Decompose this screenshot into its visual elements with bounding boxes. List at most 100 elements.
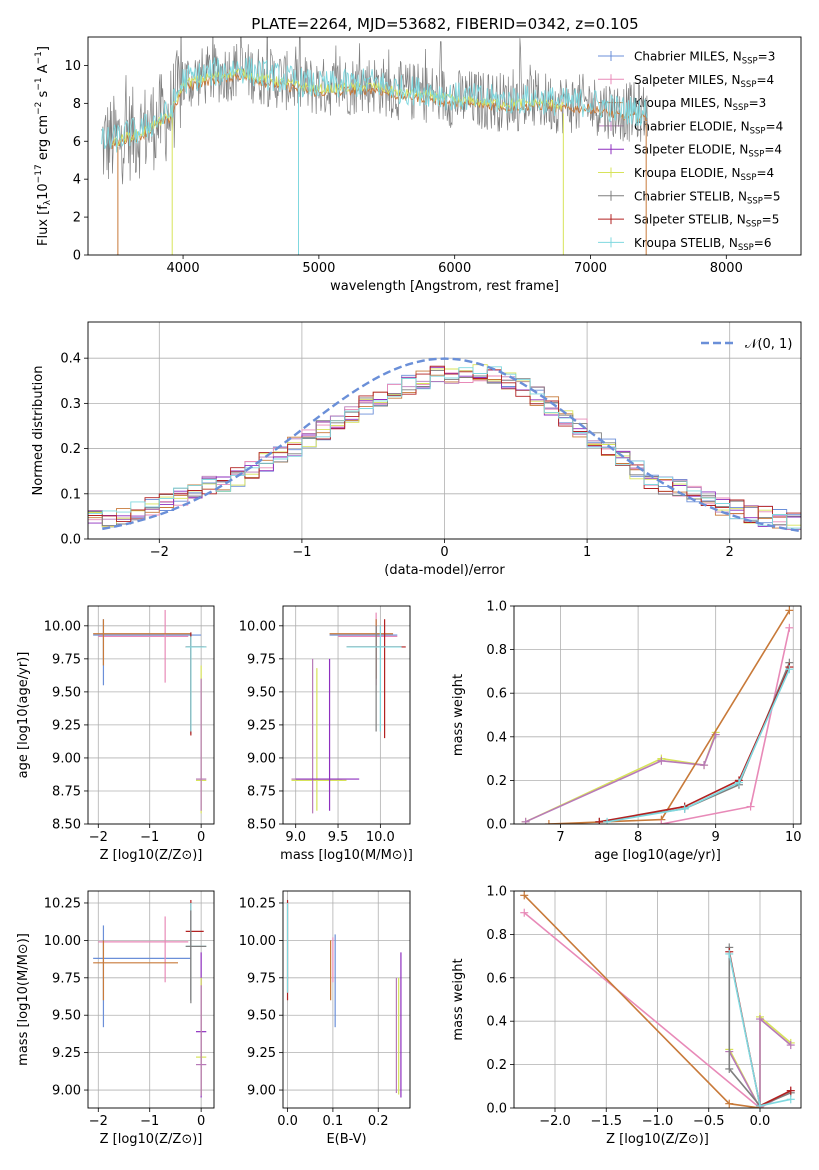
weight-marker xyxy=(786,1041,795,1050)
errorbar-point-chabrier-stelib xyxy=(346,625,402,732)
weight-marker xyxy=(786,1095,795,1104)
observed-spectrum-line xyxy=(101,37,648,185)
y-tick-label: 0.0 xyxy=(60,533,81,548)
y-tick-label: 0.4 xyxy=(486,730,507,745)
x-tick-label: 10.0 xyxy=(366,830,395,845)
weight-line-chabrier-elodie xyxy=(525,734,717,823)
axes-frame xyxy=(513,605,802,825)
x-tick-label: 9.0 xyxy=(285,830,306,845)
weight-marker xyxy=(657,820,666,824)
weight-marker xyxy=(520,908,529,917)
x-tick-label: 10 xyxy=(785,830,802,845)
x-tick-label: 1 xyxy=(583,545,591,560)
weight-lines xyxy=(520,891,795,1108)
x-tick-label: 6000 xyxy=(438,261,471,276)
error-bars xyxy=(93,609,207,814)
axes-frame xyxy=(282,605,411,825)
legend-entry-salpeter-miles: Salpeter MILES, NSSP=4 xyxy=(598,73,774,90)
axes-frame xyxy=(513,890,802,1109)
y-tick-label: 9.25 xyxy=(52,718,81,733)
errorbar-point-salpeter-miles xyxy=(98,916,189,983)
x-axis-label: (data-model)/error xyxy=(384,563,505,578)
y-tick-label: 10.00 xyxy=(44,934,81,949)
y-tick-label: 6 xyxy=(73,135,81,150)
y-tick-label: 9.50 xyxy=(52,1009,81,1024)
histogram-chabrier-elodie xyxy=(88,370,801,530)
y-tick-label: 0.6 xyxy=(486,971,507,986)
weight-marker xyxy=(725,1064,734,1073)
y-tick-label: 10 xyxy=(64,59,81,74)
x-tick-label: 9 xyxy=(712,830,720,845)
panel-age_vs_mass: 9.0 9.5 10.0 8.50 8.75 9.00 9.25 9.50 9.75 10.00 m… xyxy=(239,605,413,863)
y-tick-label: 9.75 xyxy=(52,971,81,986)
y-tick-label: 9.25 xyxy=(247,1046,276,1061)
weight-line-chabrier-stelib xyxy=(728,947,792,1107)
y-tick-label: 9.00 xyxy=(52,751,81,766)
x-axis-label: mass [log10(M/M⊙)] xyxy=(280,848,413,863)
axes-frame xyxy=(87,890,215,1109)
errorbar-point-chabrier-elodie xyxy=(196,985,207,1097)
legend-label: Chabrier ELODIE, NSSP=4 xyxy=(634,119,783,136)
error-bars xyxy=(93,899,207,1098)
y-tick-label: 9.75 xyxy=(52,652,81,667)
legend-label: Salpeter STELIB, NSSP=5 xyxy=(634,213,779,230)
axes-frame xyxy=(87,321,802,540)
y-tick-label: 9.00 xyxy=(247,751,276,766)
panel-residuals: −2 −1 0 1 2 0.0 0.1 0.2 0.3 0.4 (data-model)/error… xyxy=(31,321,802,578)
weight-marker xyxy=(785,606,794,615)
errorbar-point-kroupa-stelib xyxy=(185,636,207,732)
x-tick-label: −0.5 xyxy=(693,1114,725,1129)
spectrum-legend: Chabrier MILES, NSSP=3 Salpeter MILES, NS… xyxy=(598,50,783,253)
legend-label: Chabrier STELIB, NSSP=5 xyxy=(634,189,781,206)
weight-marker xyxy=(603,817,612,824)
errorbar-point-salpeter-miles xyxy=(338,612,398,686)
x-tick-label: −1 xyxy=(140,1114,159,1129)
weight-marker xyxy=(680,804,689,813)
legend-entry-kroupa-stelib: Kroupa STELIB, NSSP=6 xyxy=(598,236,772,253)
panel-weight_vs_age: 7 8 9 10 0.0 0.2 0.4 0.6 0.8 1.0 age [log10(age/yr… xyxy=(451,600,802,864)
y-axis-label: mass weight xyxy=(451,674,466,756)
panel-weight_vs_Z: −2.0 −1.5 −1.0 −0.5 0.0 0.0 0.2 0.4 0.6 0.8 1.0 Z [… xyxy=(451,885,802,1147)
errorbar-point-kroupa-miles xyxy=(329,619,394,679)
weight-marker xyxy=(756,1015,764,1024)
x-axis-label: Z [log10(Z/Z⊙)] xyxy=(100,848,203,863)
y-tick-label: 9.50 xyxy=(52,685,81,700)
y-tick-label: 9.25 xyxy=(52,1046,81,1061)
errorbar-point-chabrier-miles xyxy=(93,619,202,686)
y-tick-label: 8.75 xyxy=(52,784,81,799)
y-tick-label: 9.00 xyxy=(52,1084,81,1099)
x-tick-label: 8000 xyxy=(710,261,743,276)
x-tick-label: 0 xyxy=(440,545,448,560)
weight-line-chabrier-stelib xyxy=(599,662,791,823)
error-bars xyxy=(291,612,406,814)
weight-line-kroupa-miles xyxy=(523,894,761,1108)
weight-marker xyxy=(544,820,553,824)
errorbar-point-kroupa-elodie xyxy=(291,668,347,811)
y-tick-label: 10.00 xyxy=(239,934,276,949)
y-tick-label: 0.6 xyxy=(486,687,507,702)
legend-entry-chabrier-miles: Chabrier MILES, NSSP=3 xyxy=(598,50,775,67)
y-tick-label: 10.00 xyxy=(239,619,276,634)
y-tick-label: 0.8 xyxy=(486,928,507,943)
y-tick-label: 8.50 xyxy=(52,818,81,833)
x-tick-label: 0 xyxy=(197,1114,205,1129)
errorbar-point-kroupa-stelib xyxy=(346,625,402,732)
x-tick-label: 0.1 xyxy=(323,1114,344,1129)
x-tick-label: −2 xyxy=(89,830,108,845)
model-spectrum-kroupa-stelib xyxy=(101,56,648,153)
weight-marker xyxy=(786,1086,795,1095)
x-tick-label: 9.5 xyxy=(328,830,349,845)
weight-line-chabrier-elodie xyxy=(728,1017,792,1108)
x-tick-label: 7000 xyxy=(574,261,607,276)
y-axis-label: Flux [fλ10−17 erg cm−2 s−1 A−1] xyxy=(34,46,53,246)
y-tick-label: 9.50 xyxy=(247,685,276,700)
x-tick-label: 2 xyxy=(726,545,734,560)
legend-entry-chabrier-stelib: Chabrier STELIB, NSSP=5 xyxy=(598,189,781,206)
legend-label: Kroupa STELIB, NSSP=6 xyxy=(634,236,772,253)
x-tick-label: −2 xyxy=(150,545,169,560)
y-tick-label: 0.8 xyxy=(486,643,507,658)
errorbar-point-chabrier-miles xyxy=(329,619,398,679)
x-tick-label: −1 xyxy=(292,545,311,560)
y-tick-label: 9.75 xyxy=(247,971,276,986)
errorbar-point-chabrier-elodie xyxy=(196,678,207,811)
